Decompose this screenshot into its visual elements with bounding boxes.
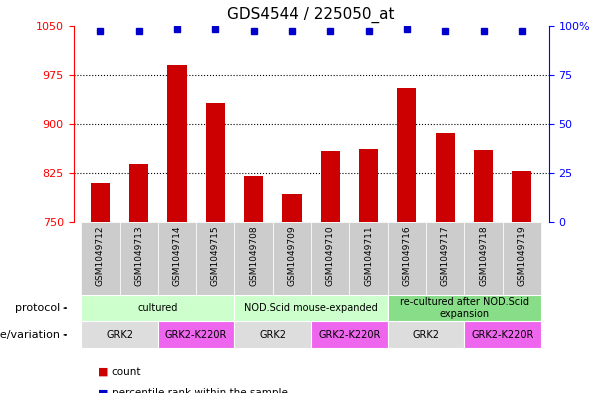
Text: protocol: protocol [15, 303, 60, 313]
Bar [397, 88, 416, 222]
Text: cultured: cultured [138, 303, 178, 313]
Text: GSM1049712: GSM1049712 [96, 226, 105, 286]
Text: GRK2-K220R: GRK2-K220R [471, 330, 534, 340]
Bar [311, 222, 349, 295]
Bar [158, 321, 235, 348]
Text: NOD.Scid mouse-expanded: NOD.Scid mouse-expanded [244, 303, 378, 313]
Text: GSM1049718: GSM1049718 [479, 226, 488, 286]
Bar [465, 222, 503, 295]
Text: GRK2-K220R: GRK2-K220R [165, 330, 227, 340]
Bar [81, 222, 120, 295]
Text: GSM1049713: GSM1049713 [134, 226, 143, 286]
Bar [388, 321, 465, 348]
Text: GSM1049710: GSM1049710 [326, 226, 335, 286]
Bar [283, 194, 302, 222]
Bar [512, 171, 531, 222]
Text: count: count [112, 367, 141, 377]
Bar [311, 321, 388, 348]
Text: genotype/variation: genotype/variation [0, 330, 60, 340]
Bar [436, 133, 455, 222]
Bar [129, 164, 148, 222]
Bar [235, 222, 273, 295]
Bar [158, 222, 196, 295]
Bar [474, 150, 493, 222]
Text: GSM1049717: GSM1049717 [441, 226, 450, 286]
Text: ■: ■ [98, 388, 109, 393]
Bar [91, 183, 110, 222]
Text: re-cultured after NOD.Scid
expansion: re-cultured after NOD.Scid expansion [400, 298, 529, 319]
Bar [167, 65, 186, 222]
Bar [81, 295, 235, 321]
Bar [349, 222, 388, 295]
Text: GSM1049709: GSM1049709 [287, 226, 297, 286]
Bar [388, 295, 541, 321]
Text: GSM1049715: GSM1049715 [211, 226, 220, 286]
Bar [235, 321, 311, 348]
Bar [206, 103, 225, 222]
Bar [196, 222, 235, 295]
Bar [81, 321, 158, 348]
Text: GSM1049719: GSM1049719 [517, 226, 527, 286]
Bar [426, 222, 465, 295]
Text: GRK2-K220R: GRK2-K220R [318, 330, 381, 340]
Text: GRK2: GRK2 [413, 330, 440, 340]
Text: GSM1049716: GSM1049716 [402, 226, 411, 286]
Text: ■: ■ [98, 367, 109, 377]
Text: GRK2: GRK2 [106, 330, 133, 340]
Bar [359, 149, 378, 222]
Bar [273, 222, 311, 295]
Text: percentile rank within the sample: percentile rank within the sample [112, 388, 287, 393]
Text: GRK2: GRK2 [259, 330, 286, 340]
Title: GDS4544 / 225050_at: GDS4544 / 225050_at [227, 7, 395, 23]
Bar [503, 222, 541, 295]
Text: GSM1049714: GSM1049714 [172, 226, 181, 286]
Bar [321, 151, 340, 222]
Bar [388, 222, 426, 295]
Bar [465, 321, 541, 348]
Text: GSM1049711: GSM1049711 [364, 226, 373, 286]
Bar [235, 295, 388, 321]
Bar [120, 222, 158, 295]
Text: GSM1049708: GSM1049708 [249, 226, 258, 286]
Bar [244, 176, 263, 222]
